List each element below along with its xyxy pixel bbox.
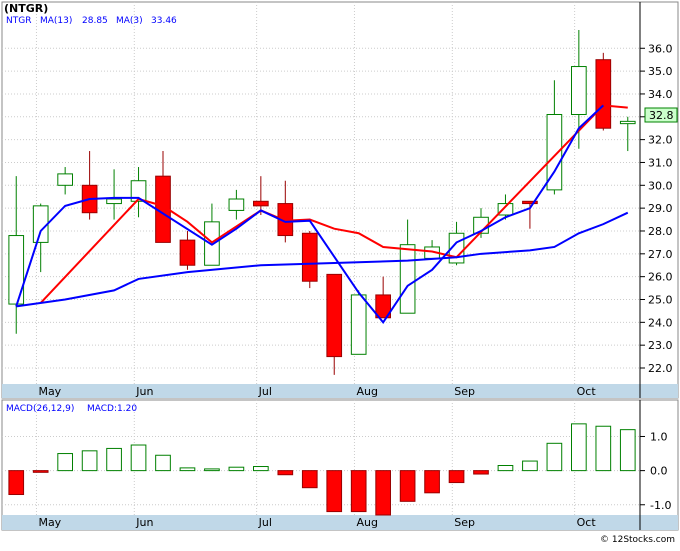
legend-ma-slow-label: MA(3) bbox=[116, 16, 143, 26]
legend-ma-fast-value: 28.85 bbox=[82, 16, 108, 26]
watermark: © 12Stocks.com bbox=[600, 535, 675, 545]
macd-bar bbox=[546, 442, 563, 472]
legend-ticker: NTGR bbox=[6, 16, 31, 26]
ma-fast-line bbox=[39, 104, 628, 304]
candle-body bbox=[130, 180, 147, 202]
candle-body bbox=[8, 235, 25, 305]
price-x-tick-label: Oct bbox=[577, 385, 597, 398]
price-grid bbox=[2, 2, 640, 384]
price-x-axis: May Jun Jul Aug Sep Oct bbox=[38, 385, 596, 398]
macd-bar bbox=[57, 453, 73, 472]
price-tick-label: 32.0 bbox=[648, 134, 673, 147]
candle-body bbox=[375, 294, 391, 319]
candle-body bbox=[497, 203, 514, 216]
macd-x-tick-label: Jun bbox=[135, 516, 153, 529]
legend-ma-fast-label: MA(13) bbox=[40, 16, 72, 26]
macd-x-tick-label: Sep bbox=[454, 516, 475, 529]
candle-body bbox=[326, 273, 343, 358]
macd-x-tick-label: Oct bbox=[577, 516, 597, 529]
price-tick-label: 28.0 bbox=[648, 225, 673, 238]
candle-body bbox=[595, 59, 612, 129]
price-date-band bbox=[2, 384, 678, 398]
price-tick-label: 26.0 bbox=[648, 271, 673, 284]
macd-bar bbox=[424, 470, 440, 494]
legend-ma-slow-value: 33.46 bbox=[151, 16, 177, 26]
candle-body bbox=[253, 200, 269, 207]
macd-bar bbox=[130, 444, 147, 472]
macd-tick-label: 1.0 bbox=[650, 430, 668, 443]
price-tick-label: 25.0 bbox=[648, 293, 673, 306]
macd-bar bbox=[595, 425, 612, 472]
macd-date-band bbox=[2, 515, 678, 530]
candle-body bbox=[57, 173, 73, 186]
candle-body bbox=[522, 200, 538, 205]
price-tick-label: 30.0 bbox=[648, 179, 673, 192]
macd-bar bbox=[473, 470, 489, 475]
price-tick-label: 27.0 bbox=[648, 248, 673, 261]
price-x-tick-label: Sep bbox=[454, 385, 475, 398]
macd-legend-label: MACD(26,12,9) bbox=[6, 404, 74, 414]
candle-body bbox=[179, 239, 196, 266]
price-tick-label: 35.0 bbox=[648, 65, 673, 78]
macd-bar bbox=[522, 460, 538, 472]
price-x-tick-label: Jul bbox=[258, 385, 272, 398]
price-tick-label: 36.0 bbox=[648, 42, 673, 55]
candle-body bbox=[350, 294, 367, 355]
macd-bar bbox=[155, 454, 171, 472]
macd-bar bbox=[32, 470, 49, 473]
macd-bar bbox=[106, 447, 122, 472]
macd-bar bbox=[619, 429, 636, 472]
macd-x-tick-label: Jul bbox=[258, 516, 272, 529]
macd-bar bbox=[571, 423, 587, 472]
price-tick-label: 29.0 bbox=[648, 202, 673, 215]
candle-body bbox=[619, 120, 636, 125]
last-price-label: 32.8 bbox=[649, 109, 674, 122]
macd-bar bbox=[228, 466, 245, 472]
candlestick-series bbox=[8, 30, 636, 375]
chart-title: (NTGR) bbox=[4, 2, 48, 15]
macd-tick-label: -1.0 bbox=[650, 499, 671, 512]
macd-y-axis: -1.0 0.0 1.0 bbox=[639, 400, 671, 530]
moving-average-series bbox=[15, 104, 629, 325]
macd-bar bbox=[277, 470, 294, 476]
macd-bar bbox=[179, 467, 196, 472]
macd-histogram bbox=[8, 423, 636, 516]
macd-x-tick-label: Aug bbox=[356, 516, 377, 529]
price-tick-label: 24.0 bbox=[648, 316, 673, 329]
macd-bar bbox=[253, 466, 269, 472]
macd-bar bbox=[375, 470, 391, 516]
price-x-tick-label: May bbox=[38, 385, 61, 398]
price-tick-label: 34.0 bbox=[648, 88, 673, 101]
price-x-tick-label: Aug bbox=[356, 385, 377, 398]
macd-bar bbox=[497, 465, 514, 472]
macd-bar bbox=[204, 468, 220, 472]
macd-bar bbox=[448, 470, 465, 484]
candle-body bbox=[106, 198, 122, 205]
price-x-tick-label: Jun bbox=[135, 385, 153, 398]
candle-body bbox=[546, 114, 563, 191]
macd-tick-label: 0.0 bbox=[650, 465, 668, 478]
ma-slow-line bbox=[15, 104, 604, 325]
candle-body bbox=[228, 198, 245, 211]
candle-body bbox=[571, 66, 587, 116]
macd-x-axis: May Jun Jul Aug Sep Oct bbox=[38, 516, 596, 529]
macd-bar bbox=[326, 470, 343, 513]
macd-bar bbox=[301, 470, 318, 489]
candle-body bbox=[399, 244, 416, 314]
macd-bar bbox=[350, 470, 367, 513]
macd-bar bbox=[81, 450, 98, 472]
macd-x-tick-label: May bbox=[38, 516, 61, 529]
price-tick-label: 31.0 bbox=[648, 156, 673, 169]
candle-body bbox=[301, 232, 318, 282]
ma-slow-long-line bbox=[16, 211, 629, 308]
macd-legend-value: MACD:1.20 bbox=[87, 404, 137, 414]
last-price-box bbox=[644, 107, 678, 123]
macd-bar bbox=[8, 470, 25, 496]
price-tick-label: 23.0 bbox=[648, 339, 673, 352]
macd-bar bbox=[399, 470, 416, 502]
candle-body bbox=[32, 205, 49, 243]
price-tick-label: 22.0 bbox=[648, 362, 673, 375]
